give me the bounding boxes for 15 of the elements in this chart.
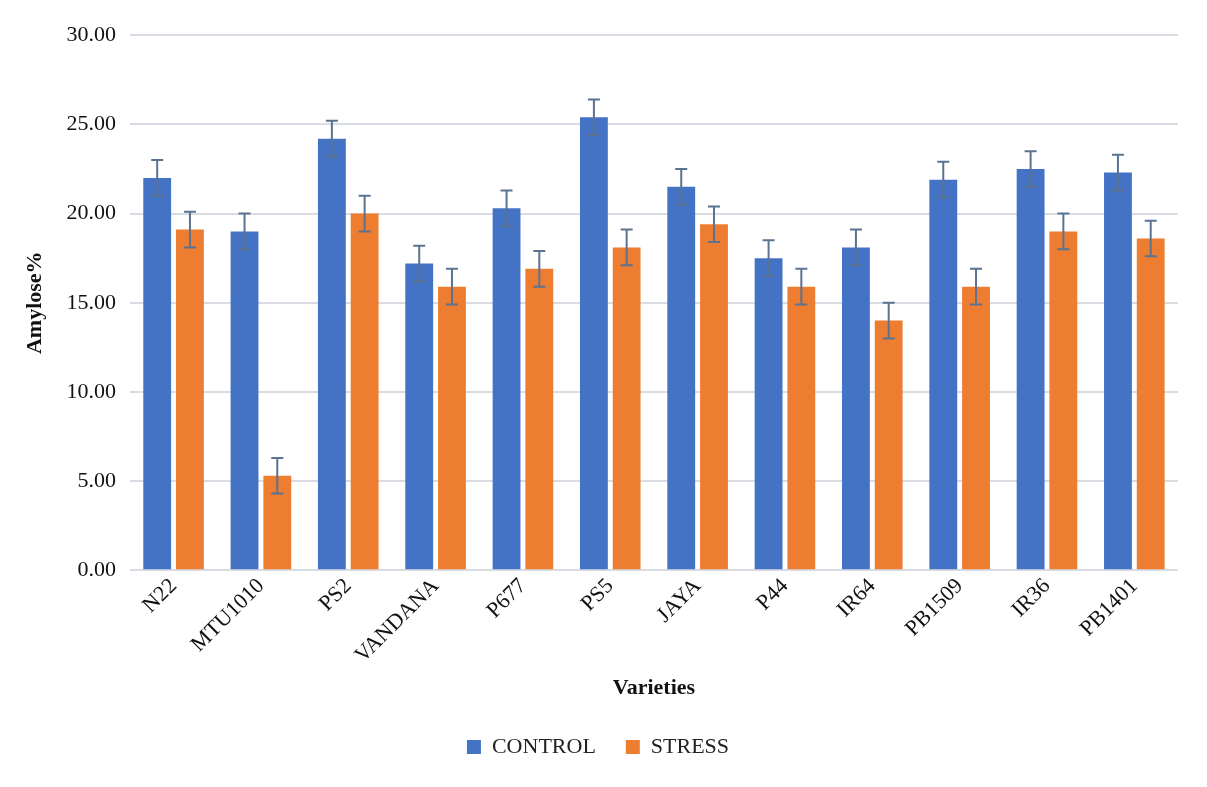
y-tick-label: 0.00 — [77, 556, 116, 582]
x-tick-label: N22 — [136, 572, 182, 618]
y-tick-label: 15.00 — [66, 288, 116, 314]
y-tick-label: 25.00 — [66, 110, 116, 136]
y-axis-title: Amylose% — [20, 251, 46, 355]
x-tick-label: PS2 — [313, 572, 356, 616]
y-tick-label: 30.00 — [66, 20, 116, 46]
y-tick-label: 20.00 — [66, 199, 116, 225]
x-tick-label: PS5 — [575, 572, 618, 616]
y-tick-label: 10.00 — [66, 377, 116, 403]
legend-label: STRESS — [650, 732, 730, 758]
legend-label: CONTROL — [491, 732, 596, 758]
y-tick-label: 5.00 — [77, 466, 116, 492]
x-axis-title: Varieties — [612, 674, 696, 700]
x-tick-label: P44 — [750, 572, 793, 615]
